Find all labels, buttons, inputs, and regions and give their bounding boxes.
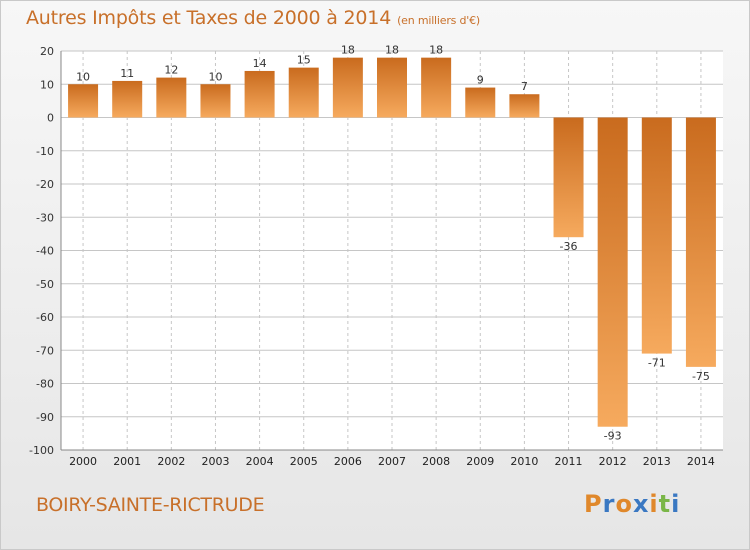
y-tick-label: -60 <box>36 311 54 324</box>
bar-2004 <box>244 70 275 118</box>
x-tick-label: 2010 <box>510 455 538 468</box>
bar-2006 <box>332 57 363 118</box>
data-label-2003: 10 <box>208 70 222 83</box>
x-tick-label: 2006 <box>334 455 362 468</box>
data-label-2000: 10 <box>76 70 90 83</box>
y-tick-label: -90 <box>36 411 54 424</box>
data-label-2002: 12 <box>164 64 178 77</box>
data-label-2013: -71 <box>648 357 666 370</box>
brand-letter: t <box>658 490 672 518</box>
x-tick-label: 2007 <box>378 455 406 468</box>
y-tick-label: -10 <box>36 145 54 158</box>
chart-title-text: Autres Impôts et Taxes de 2000 à 2014 <box>26 7 392 29</box>
x-tick-label: 2003 <box>201 455 229 468</box>
bar-2003 <box>200 84 231 118</box>
x-tick-label: 2009 <box>466 455 494 468</box>
bar-2014 <box>685 117 716 367</box>
x-tick-label: 2008 <box>422 455 450 468</box>
bar-2012 <box>597 117 628 427</box>
x-tick-label: 2014 <box>687 455 715 468</box>
bar-2007 <box>377 57 407 118</box>
data-label-2008: 18 <box>429 44 443 57</box>
brand-letter: o <box>615 490 633 518</box>
place-name: BOIRY-SAINTE-RICTRUDE <box>36 494 265 516</box>
y-tick-label: -40 <box>36 245 54 258</box>
bar-2005 <box>288 67 319 118</box>
data-label-2011: -36 <box>560 240 578 253</box>
y-tick-label: -100 <box>29 444 54 457</box>
bar-2011 <box>553 117 584 238</box>
data-label-2005: 15 <box>297 54 311 67</box>
x-tick-label: 2002 <box>157 455 185 468</box>
x-tick-label: 2000 <box>69 455 97 468</box>
y-tick-label: -80 <box>36 378 54 391</box>
x-tick-label: 2001 <box>113 455 141 468</box>
data-label-2004: 14 <box>253 57 267 70</box>
y-tick-label: -20 <box>36 178 54 191</box>
y-tick-label: -50 <box>36 278 54 291</box>
chart-title: Autres Impôts et Taxes de 2000 à 2014 (en… <box>26 7 480 29</box>
chart-unit: (en milliers d'€) <box>397 14 480 27</box>
data-label-2009: 9 <box>477 74 484 87</box>
y-tick-label: -70 <box>36 344 54 357</box>
data-label-2010: 7 <box>521 80 528 93</box>
x-tick-label: 2011 <box>555 455 583 468</box>
proxiti-logo: Proxiti <box>584 490 680 518</box>
data-label-2007: 18 <box>385 44 399 57</box>
y-tick-label: -30 <box>36 211 54 224</box>
bar-2002 <box>156 77 187 118</box>
y-tick-label: 20 <box>40 45 54 58</box>
x-tick-label: 2013 <box>643 455 671 468</box>
bar-2010 <box>509 94 540 118</box>
brand-letter: i <box>649 490 659 518</box>
data-label-2006: 18 <box>341 44 355 57</box>
x-tick-label: 2005 <box>290 455 318 468</box>
brand-letter: r <box>602 490 616 518</box>
data-label-2014: -75 <box>692 370 710 383</box>
bar-2013 <box>641 117 672 354</box>
brand-letter: i <box>671 490 681 518</box>
bar-2009 <box>465 87 496 118</box>
x-tick-label: 2012 <box>599 455 627 468</box>
bar-2000 <box>68 84 99 118</box>
data-label-2001: 11 <box>120 67 134 80</box>
brand-letter: P <box>584 490 603 518</box>
bar-2008 <box>421 57 452 118</box>
data-label-2012: -93 <box>604 430 622 443</box>
y-tick-label: 10 <box>40 78 54 91</box>
brand-letter: x <box>632 490 650 518</box>
bar-2001 <box>112 80 143 118</box>
y-tick-label: 0 <box>47 112 54 125</box>
x-tick-label: 2004 <box>246 455 274 468</box>
